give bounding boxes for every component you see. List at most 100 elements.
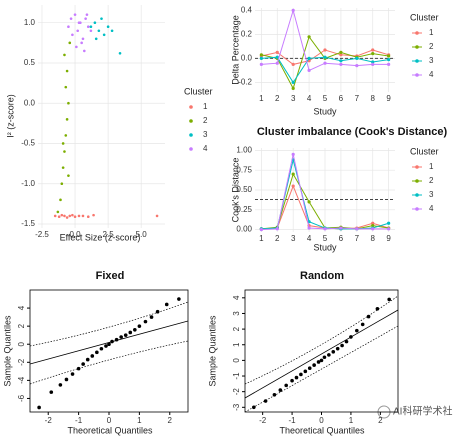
- point: [77, 214, 81, 218]
- legend-label: 1: [429, 162, 434, 171]
- y-tick-label: -0.5: [21, 139, 35, 148]
- x-axis-label: Theoretical Quantiles: [279, 425, 365, 435]
- point: [149, 315, 154, 319]
- point: [81, 362, 85, 366]
- point: [92, 213, 95, 217]
- legend-title: Cluster: [184, 86, 213, 96]
- point: [291, 184, 295, 188]
- point: [284, 383, 288, 388]
- legend-label: 1: [429, 28, 434, 37]
- point: [371, 227, 375, 231]
- point: [327, 353, 331, 357]
- x-tick-label: 2: [275, 94, 280, 103]
- x-tick-label: 5: [323, 234, 328, 243]
- point: [99, 346, 104, 351]
- point: [278, 388, 283, 392]
- point: [143, 319, 148, 324]
- point: [49, 390, 54, 394]
- x-tick-label: 0: [319, 416, 324, 425]
- point: [64, 134, 68, 137]
- legend-label: 4: [429, 204, 434, 213]
- point: [76, 29, 79, 33]
- y-tick-label: -1.0: [21, 179, 35, 188]
- point: [323, 61, 327, 65]
- y-tick-label: 0.0: [24, 98, 36, 107]
- point: [73, 215, 77, 219]
- legend-label: 1: [203, 102, 208, 111]
- point: [59, 198, 62, 202]
- point: [303, 369, 308, 374]
- point: [323, 55, 327, 59]
- point: [307, 200, 311, 204]
- point: [71, 213, 74, 217]
- legend-title: Cluster: [410, 12, 439, 22]
- x-tick-label: 6: [339, 234, 344, 243]
- legend-label: 3: [203, 130, 208, 139]
- y-tick-label: 0: [232, 358, 241, 363]
- point: [275, 227, 279, 231]
- point: [387, 54, 391, 58]
- legend-label: 2: [429, 42, 434, 51]
- point: [371, 60, 375, 64]
- point: [349, 335, 353, 339]
- point: [340, 343, 344, 348]
- x-tick-label: 7: [355, 234, 360, 243]
- point: [37, 405, 41, 410]
- point: [355, 227, 359, 231]
- point: [75, 45, 78, 49]
- point: [371, 224, 375, 228]
- x-tick-label: 8: [371, 94, 376, 103]
- point: [95, 350, 99, 355]
- x-tick-label: 4: [307, 94, 312, 103]
- x-tick-label: 9: [386, 234, 391, 243]
- x-tick-label: 1: [137, 416, 142, 425]
- point: [259, 62, 263, 66]
- point: [68, 41, 72, 45]
- x-tick-label: 8: [371, 234, 376, 243]
- y-tick-label: 0.0: [241, 54, 253, 63]
- x-tick-label: -1: [289, 416, 297, 425]
- point: [60, 182, 64, 186]
- chart-title: Random: [300, 270, 344, 282]
- y-tick-label: 1.0: [24, 18, 36, 27]
- y-tick-label: 3: [232, 311, 241, 316]
- y-tick-label: 0.00: [236, 225, 252, 234]
- y-tick-label: 0.25: [236, 205, 252, 214]
- point: [93, 21, 97, 25]
- plot-frame: [29, 289, 189, 413]
- chart-title: Cluster imbalance (Cook's Distance): [257, 126, 448, 138]
- x-tick-label: 9: [386, 94, 391, 103]
- legend-title: Cluster: [410, 146, 439, 156]
- point: [67, 25, 70, 29]
- y-axis-label: Delta Percentage: [230, 15, 240, 85]
- point: [299, 372, 303, 377]
- point: [64, 85, 68, 89]
- point: [339, 50, 343, 55]
- point: [307, 56, 311, 61]
- legend-label: 4: [429, 70, 434, 79]
- point: [155, 214, 159, 218]
- y-tick-label: -1: [232, 372, 241, 380]
- point: [65, 118, 69, 121]
- point: [56, 210, 60, 214]
- point: [344, 339, 349, 344]
- point: [387, 221, 391, 225]
- point: [90, 354, 95, 358]
- point: [371, 48, 375, 52]
- point: [335, 346, 340, 351]
- point: [89, 25, 93, 29]
- point: [110, 29, 114, 33]
- point: [307, 366, 312, 371]
- y-tick-label: 0.2: [241, 30, 253, 39]
- point: [387, 227, 391, 231]
- y-tick-label: 1.00: [236, 145, 252, 154]
- point: [387, 58, 391, 62]
- qq-random-guides: [244, 295, 399, 413]
- legend-swatch: [189, 147, 193, 151]
- point: [57, 215, 61, 219]
- legend-swatch: [189, 119, 193, 123]
- point: [53, 214, 57, 218]
- point: [71, 33, 74, 37]
- legend-label: 2: [429, 176, 434, 185]
